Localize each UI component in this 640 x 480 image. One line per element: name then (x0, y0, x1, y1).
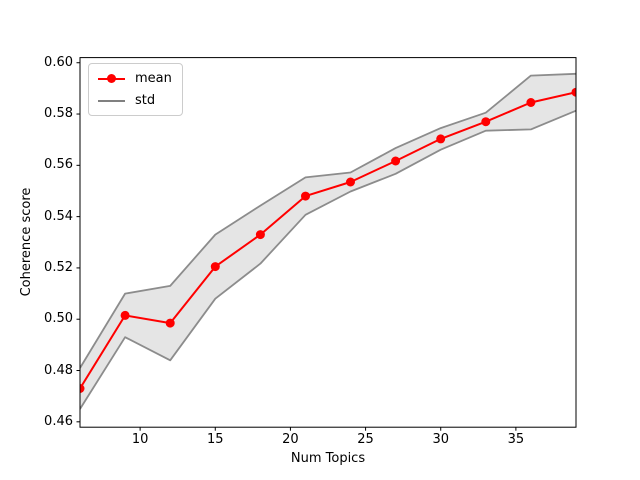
mean-marker (120, 310, 130, 320)
std-band (80, 73, 576, 410)
legend: mean std (88, 63, 183, 116)
mean-marker (301, 191, 310, 201)
mean-marker (80, 384, 85, 393)
y-axis-label: Coherence score (19, 187, 34, 297)
mean-line (80, 91, 576, 390)
x-tick-label: 30 (432, 432, 449, 447)
legend-label-std: std (135, 92, 156, 108)
legend-label-mean: mean (135, 70, 172, 86)
x-tick-label: 10 (131, 432, 149, 447)
axes-spines (79, 57, 577, 428)
mean-marker (481, 117, 491, 127)
mean-marker (210, 262, 220, 272)
mean-marker (436, 134, 446, 144)
mean-marker (391, 156, 401, 166)
mean-marker (255, 230, 265, 240)
y-tick-label: 0.60 (44, 54, 73, 70)
y-tick-label: 0.54 (44, 208, 73, 224)
x-tick-label: 35 (507, 432, 525, 447)
legend-item-mean: mean (98, 69, 172, 88)
x-tick-label: 25 (357, 432, 374, 447)
y-tick-label: 0.48 (44, 362, 73, 378)
y-tick-label: 0.58 (44, 106, 73, 122)
x-tick-label: 15 (206, 432, 224, 447)
mean-marker (526, 98, 536, 107)
y-tick-label: 0.46 (44, 413, 73, 429)
mean-marker (165, 318, 175, 328)
std-band-lower-edge (80, 109, 576, 410)
std-band-upper-edge (80, 72, 576, 369)
y-tick-label: 0.52 (44, 259, 73, 275)
mean-line-marker-icon (98, 73, 125, 84)
y-tick-label: 0.56 (44, 157, 73, 173)
mean-marker (571, 87, 576, 97)
x-tick-label: 20 (282, 432, 299, 447)
x-axis-label: Num Topics (290, 451, 366, 466)
legend-item-std: std (98, 91, 172, 110)
data-layer (80, 72, 576, 410)
y-tick-label: 0.50 (44, 311, 73, 327)
std-line-icon (98, 95, 125, 106)
mean-marker (346, 177, 355, 187)
